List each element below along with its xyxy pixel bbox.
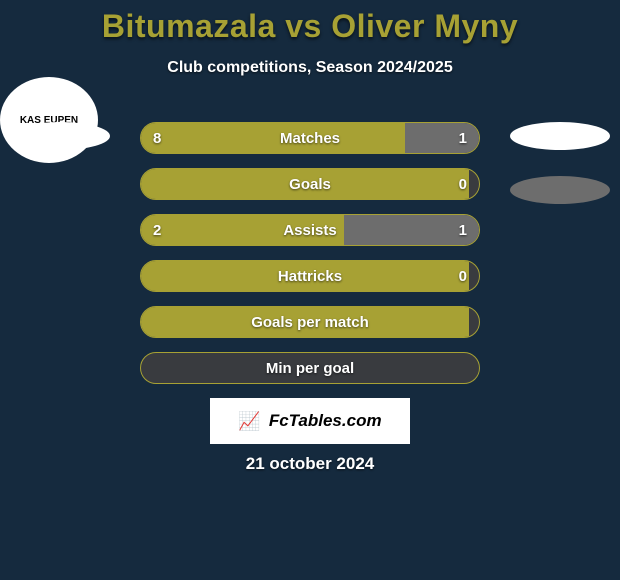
bar-right-value: 1 (459, 215, 467, 246)
bar-metric-label: Min per goal (141, 353, 479, 384)
bar-row: 8 Matches 1 (140, 122, 480, 154)
bar-row: Min per goal (140, 352, 480, 384)
subtitle: Club competitions, Season 2024/2025 (0, 59, 620, 77)
bar-row: Goals per match (140, 306, 480, 338)
bar-right-value: 0 (459, 261, 467, 292)
bar-row: 2 Assists 1 (140, 214, 480, 246)
bar-row: Goals 0 (140, 168, 480, 200)
bar-metric-label: Assists (141, 215, 479, 246)
bar-right-value: 0 (459, 169, 467, 200)
branding-badge: 📈 FcTables.com (210, 398, 410, 444)
bar-row: Hattricks 0 (140, 260, 480, 292)
bar-metric-label: Goals (141, 169, 479, 200)
branding-icon: 📈 (238, 411, 256, 432)
page-title: Bitumazala vs Oliver Myny (0, 0, 620, 45)
branding-text: FcTables.com (269, 411, 382, 431)
date-label: 21 october 2024 (0, 454, 620, 474)
player1-club-logo-1 (10, 122, 110, 150)
bar-right-value: 1 (459, 123, 467, 154)
player2-club-logo-2 (510, 176, 610, 204)
bar-metric-label: Matches (141, 123, 479, 154)
bar-metric-label: Hattricks (141, 261, 479, 292)
player1-club-logo-2: KAS EUPEN (0, 77, 98, 163)
comparison-infographic: Bitumazala vs Oliver Myny Club competiti… (0, 0, 620, 580)
player2-club-logo-1 (510, 122, 610, 150)
stats-bars: 8 Matches 1 Goals 0 2 Assists 1 Hattrick… (140, 122, 480, 398)
bar-metric-label: Goals per match (141, 307, 479, 338)
